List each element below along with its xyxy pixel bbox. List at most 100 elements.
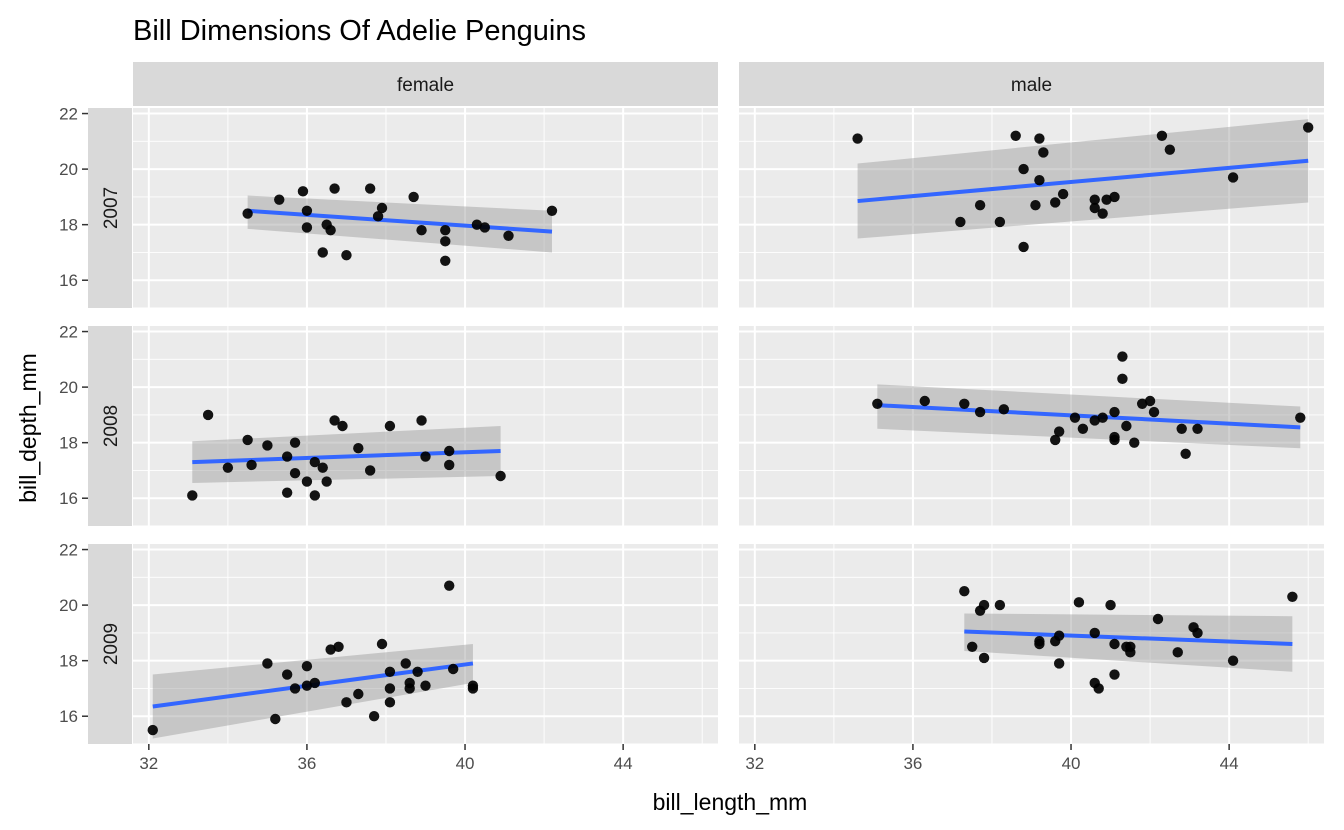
data-point [1180, 448, 1191, 459]
data-point [1148, 406, 1160, 418]
data-point [1109, 434, 1120, 446]
data-point [368, 711, 380, 722]
data-point [1053, 630, 1065, 641]
data-point [1069, 412, 1081, 423]
data-point [246, 459, 257, 471]
data-point [546, 205, 558, 216]
data-point [1172, 647, 1183, 658]
data-point [242, 208, 253, 219]
data-point [404, 683, 415, 694]
data-point [416, 415, 427, 426]
y-tick-label: 22 [59, 541, 78, 560]
data-point [1089, 202, 1100, 214]
data-point [1117, 373, 1128, 384]
data-point [1227, 172, 1239, 183]
facet-strip-label-2008: 2008 [101, 405, 122, 447]
data-point [978, 599, 990, 611]
data-point [1034, 638, 1045, 650]
data-point [384, 666, 396, 677]
y-tick-label: 20 [59, 378, 78, 397]
data-point [309, 677, 321, 689]
data-point [444, 459, 455, 471]
data-point [994, 216, 1006, 228]
data-point [301, 680, 313, 691]
data-point [440, 255, 451, 266]
data-point [416, 225, 427, 236]
data-point [503, 230, 514, 241]
data-point [1164, 144, 1176, 155]
data-point [959, 586, 970, 597]
data-point [384, 683, 396, 694]
facet-strip-2008 [88, 326, 132, 526]
data-point [1018, 163, 1029, 175]
data-point [222, 462, 234, 473]
data-point [1227, 655, 1239, 666]
data-point [1010, 130, 1021, 141]
x-tick-label: 36 [903, 754, 922, 773]
y-tick-label: 16 [59, 489, 78, 508]
data-point [281, 451, 293, 462]
data-point [376, 638, 388, 650]
data-point [384, 697, 396, 708]
y-tick-label: 18 [59, 652, 78, 671]
data-point [447, 663, 459, 675]
data-point [978, 652, 990, 664]
data-point [202, 409, 214, 421]
regression-line [247, 208, 553, 234]
data-point [1073, 597, 1085, 608]
data-point [301, 661, 313, 672]
data-point [1109, 191, 1120, 203]
data-point [309, 490, 321, 501]
data-point [1125, 647, 1136, 658]
data-point [408, 191, 419, 203]
data-point [1121, 420, 1132, 432]
data-point [1109, 406, 1120, 418]
confidence-band [247, 195, 552, 253]
data-point [479, 222, 490, 233]
data-point [187, 490, 198, 501]
data-point [353, 688, 364, 700]
data-point [495, 470, 506, 482]
confidence-band [192, 426, 501, 483]
data-point [341, 250, 352, 261]
data-point [444, 445, 455, 457]
x-tick-label: 40 [456, 754, 475, 773]
data-point [1089, 415, 1100, 426]
data-point [420, 451, 431, 462]
panels-layer: female male 2007 2008 2009 16 18 20 22 16 18 20 22 16… [59, 62, 1324, 773]
x-tick-label: 32 [745, 754, 764, 773]
facet-strip-label-male: male [1011, 75, 1052, 96]
data-point [467, 683, 479, 694]
data-point [1129, 437, 1140, 448]
data-point [974, 200, 986, 211]
data-point [297, 186, 309, 197]
panel-background [133, 326, 718, 526]
data-point [959, 398, 970, 409]
data-point [1152, 613, 1164, 625]
data-point [440, 225, 451, 236]
data-point [274, 194, 285, 205]
data-point [471, 219, 483, 230]
panel-male-2008 [739, 326, 1324, 527]
data-point [333, 641, 344, 652]
panel-female-2008 [133, 326, 718, 527]
data-point [1156, 130, 1168, 141]
data-point [325, 644, 336, 655]
data-point [1097, 412, 1108, 423]
data-point [1038, 147, 1049, 158]
data-point [337, 420, 348, 432]
data-point [301, 222, 313, 233]
data-point [364, 183, 376, 194]
data-point [341, 697, 352, 708]
data-point [372, 211, 384, 222]
data-point [1034, 175, 1045, 186]
data-point [1089, 627, 1100, 639]
data-point [317, 247, 328, 258]
data-point [262, 440, 273, 451]
data-point [1176, 423, 1187, 434]
data-point [440, 236, 451, 247]
x-tick-label: 44 [614, 754, 633, 773]
data-point [1302, 122, 1314, 133]
data-point [1192, 627, 1203, 639]
